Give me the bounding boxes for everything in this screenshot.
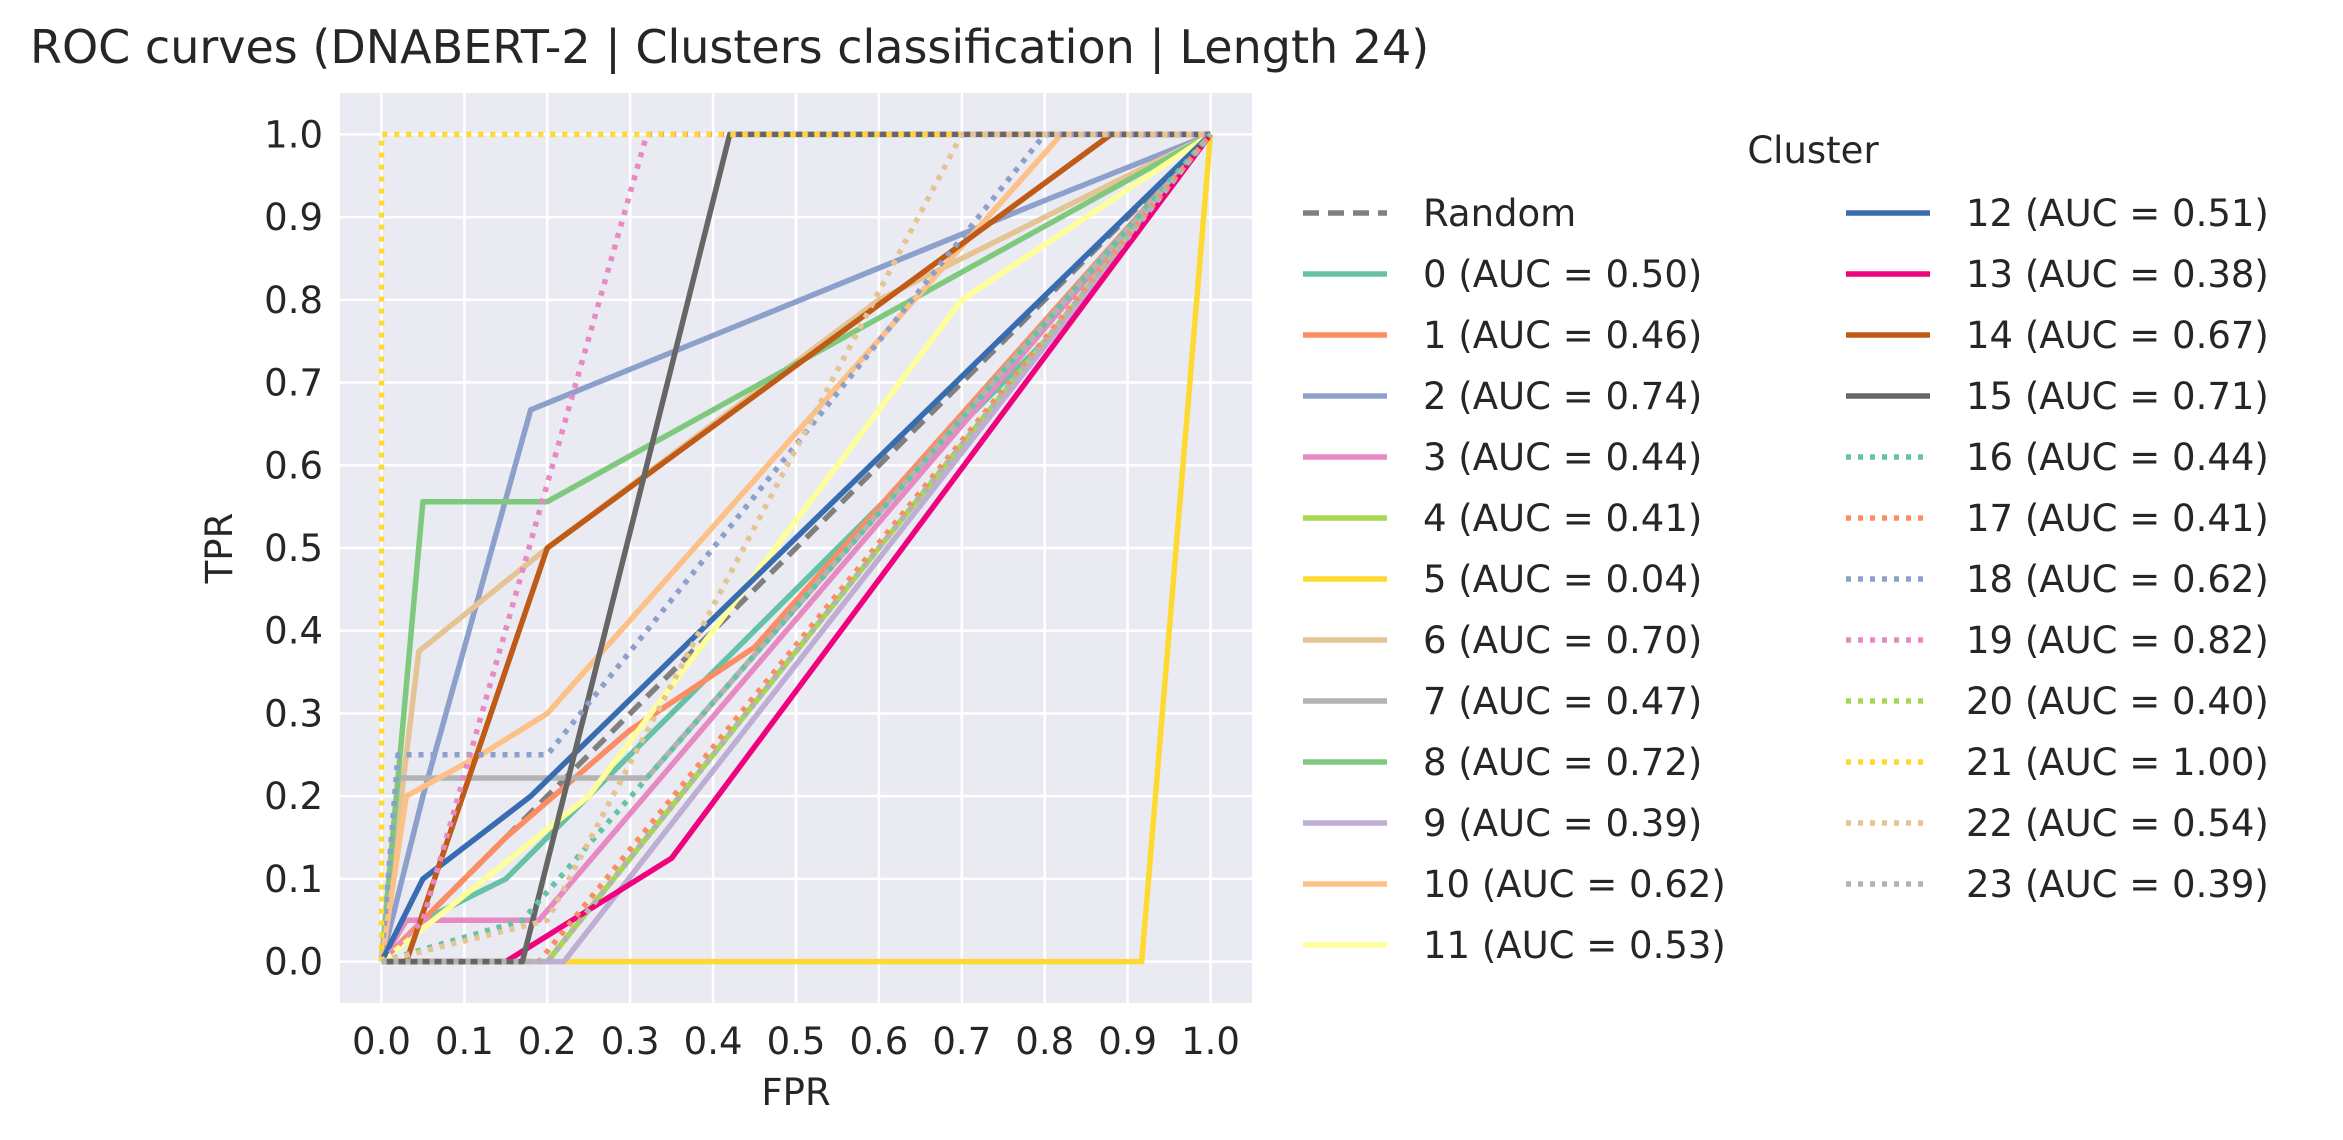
x-tick-label: 0.3 xyxy=(601,1020,660,1063)
legend-label: 17 (AUC = 0.41) xyxy=(1966,497,2269,540)
x-axis-label: FPR xyxy=(761,1071,830,1114)
legend-label: 5 (AUC = 0.04) xyxy=(1423,558,1702,601)
x-tick-label: 0.1 xyxy=(435,1020,494,1063)
x-tick-label: 0.0 xyxy=(352,1020,411,1063)
legend-label: 23 (AUC = 0.39) xyxy=(1966,863,2269,906)
y-tick-label: 0.6 xyxy=(264,444,323,487)
roc-curve-3 xyxy=(378,131,1212,963)
roc-curve-23 xyxy=(380,131,1211,965)
y-tick-label: 0.5 xyxy=(264,527,323,570)
roc-curve-6 xyxy=(381,134,1214,965)
x-tick-label: 0.5 xyxy=(767,1020,826,1063)
legend-label: 11 (AUC = 0.53) xyxy=(1423,924,1726,967)
chart-title: ROC curves (DNABERT-2 | Clusters classif… xyxy=(30,20,1429,75)
y-axis-ticks: 0.0 0.1 0.2 0.3 0.4 0.5 0.6 0.7 0.8 0.9 1.0 xyxy=(264,113,323,983)
y-tick-label: 0.8 xyxy=(264,279,323,322)
legend-label: 6 (AUC = 0.70) xyxy=(1423,619,1702,662)
x-tick-label: 0.7 xyxy=(932,1020,991,1063)
x-tick-label: 0.2 xyxy=(518,1020,577,1063)
legend-label: 12 (AUC = 0.51) xyxy=(1966,192,2269,235)
legend-label: 8 (AUC = 0.72) xyxy=(1423,741,1702,784)
x-tick-label: 1.0 xyxy=(1181,1020,1240,1063)
y-tick-label: 0.9 xyxy=(264,196,323,239)
y-tick-label: 0.3 xyxy=(264,692,323,735)
curves xyxy=(378,131,1214,965)
x-axis-ticks: 0.0 0.1 0.2 0.3 0.4 0.5 0.6 0.7 0.8 0.9 1.0 xyxy=(352,1020,1240,1063)
legend-label: 9 (AUC = 0.39) xyxy=(1423,802,1702,845)
legend-label: 16 (AUC = 0.44) xyxy=(1966,436,2269,479)
legend-label: 15 (AUC = 0.71) xyxy=(1966,375,2269,418)
legend-label: 14 (AUC = 0.67) xyxy=(1966,314,2269,357)
legend: Cluster Random 0 (AUC = 0.50) 1 (AUC = 0.4… xyxy=(1303,129,2269,967)
y-tick-label: 0.1 xyxy=(264,858,323,901)
roc-curve-16 xyxy=(381,131,1211,965)
roc-curve-9 xyxy=(378,131,1212,962)
x-tick-label: 0.6 xyxy=(849,1020,908,1063)
legend-label: 13 (AUC = 0.38) xyxy=(1966,253,2269,296)
y-tick-label: 1.0 xyxy=(264,113,323,156)
x-tick-label: 0.9 xyxy=(1098,1020,1157,1063)
y-axis-label: TPR xyxy=(198,513,241,585)
legend-label: 2 (AUC = 0.74) xyxy=(1423,375,1702,418)
legend-label: 20 (AUC = 0.40) xyxy=(1966,680,2269,723)
legend-label: 10 (AUC = 0.62) xyxy=(1423,863,1726,906)
legend-label: 3 (AUC = 0.44) xyxy=(1423,436,1702,479)
roc-curve-12 xyxy=(379,132,1213,964)
y-tick-label: 0.7 xyxy=(264,362,323,405)
legend-label: 21 (AUC = 1.00) xyxy=(1966,741,2269,784)
legend-label: 19 (AUC = 0.82) xyxy=(1966,619,2269,662)
legend-title: Cluster xyxy=(1747,129,1879,172)
legend-label: 18 (AUC = 0.62) xyxy=(1966,558,2269,601)
legend-label: Random xyxy=(1423,192,1576,235)
y-tick-label: 0.4 xyxy=(264,610,323,653)
roc-curve-2 xyxy=(379,132,1213,964)
y-tick-label: 0.0 xyxy=(264,941,323,984)
roc-curve-13 xyxy=(379,132,1213,963)
legend-label: 1 (AUC = 0.46) xyxy=(1423,314,1702,357)
legend-label: 7 (AUC = 0.47) xyxy=(1423,680,1702,723)
x-tick-label: 0.8 xyxy=(1015,1020,1074,1063)
legend-label: 0 (AUC = 0.50) xyxy=(1423,253,1702,296)
x-tick-label: 0.4 xyxy=(684,1020,743,1063)
legend-label: 4 (AUC = 0.41) xyxy=(1423,497,1702,540)
legend-label: 22 (AUC = 0.54) xyxy=(1966,802,2269,845)
y-tick-label: 0.2 xyxy=(264,775,323,818)
